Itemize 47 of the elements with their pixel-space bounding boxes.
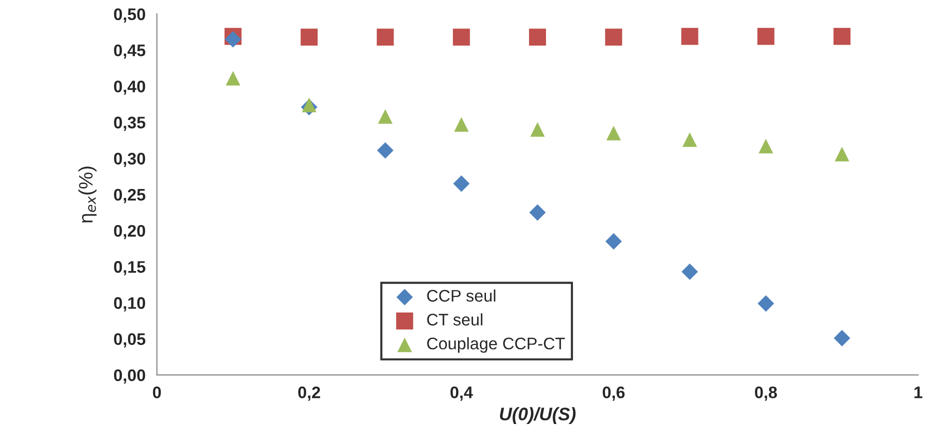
point [681,28,698,45]
y-tick-label: 0,00 [114,369,146,384]
x-tick-label: 0,6 [602,386,625,401]
y-tick-label: 0,20 [114,224,146,240]
point [682,263,698,280]
x-tick-label: 1 [914,386,922,398]
y-tick-label: 0,40 [114,80,146,95]
point [834,146,850,162]
point [300,28,318,46]
y-tick-label: 0,30 [114,152,146,167]
y-tick-label: 0,35 [114,116,146,131]
point [530,122,545,137]
legend-label: CT seul [427,313,482,326]
point [757,28,774,45]
x-tick-label: 0 [152,386,161,398]
point [682,132,698,147]
y-tick-label: 0,50 [114,8,146,23]
point [605,233,622,250]
y-tick-label: 0,05 [114,333,146,348]
point [226,70,240,86]
y-tick-label: 0,25 [114,188,146,204]
x-tick-label: 0,2 [298,386,320,401]
x-axis-title: U(0)/U(S) [500,407,576,424]
point [758,138,774,154]
x-tick-label: 0,8 [754,386,777,401]
x-tick-label: 0,4 [450,386,473,401]
point [453,175,470,192]
legend-label: Couplage CCP-CT [427,337,565,353]
point [376,28,394,46]
y-tick-label: 0,45 [114,44,146,59]
point [758,295,774,312]
point [529,204,546,221]
legend-label: CCP seul [427,289,496,302]
y-axis-title: η$_{ex}$(%) [78,166,97,223]
point [834,330,850,346]
y-tick-label: 0,15 [114,261,146,276]
point [529,28,546,46]
point [224,31,242,48]
point [452,28,470,46]
point [605,28,622,46]
point [606,126,621,140]
point [454,117,469,132]
point [377,142,394,159]
point [378,109,393,124]
y-tick-label: 0,10 [114,297,146,312]
point [302,98,316,112]
point [833,28,851,45]
